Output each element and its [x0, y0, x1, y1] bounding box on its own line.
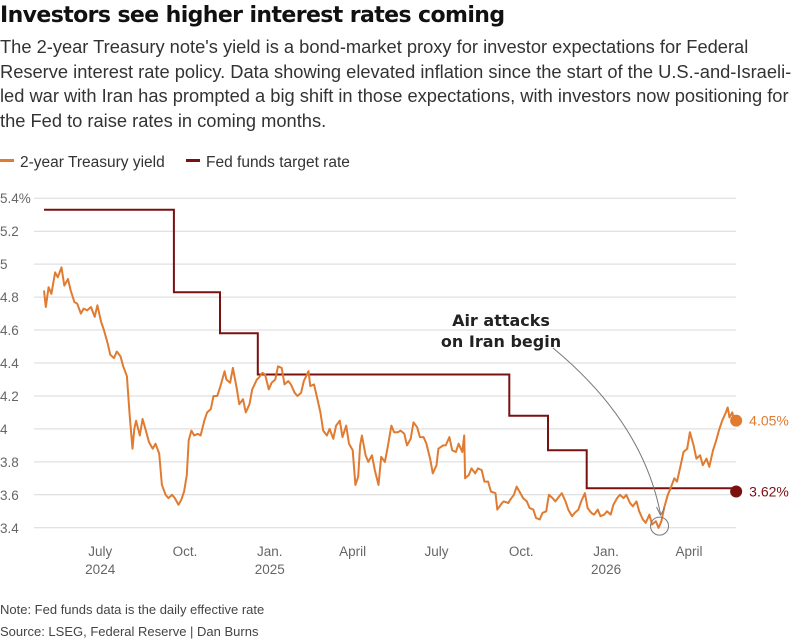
fed-funds-end-label: 3.62%	[749, 484, 789, 500]
legend-swatch-fedfunds	[186, 159, 200, 163]
y-tick-label: 4.8	[0, 290, 19, 305]
legend-item-fedfunds: Fed funds target rate	[186, 154, 350, 172]
y-tick-label: 4.2	[0, 389, 19, 404]
treasury-end-label: 4.05%	[749, 413, 789, 429]
x-tick-year-label: 2025	[255, 562, 285, 577]
x-tick-label: Oct.	[173, 544, 198, 559]
footnote: Note: Fed funds data is the daily effect…	[0, 602, 265, 617]
annotation-label-line: Air attacks	[452, 311, 550, 330]
x-tick-year-label: 2026	[591, 562, 621, 577]
fed-funds-end-marker	[730, 485, 743, 498]
y-tick-label: 5.4%	[0, 191, 31, 206]
y-tick-label: 3.8	[0, 455, 19, 470]
x-tick-year-label: 2024	[85, 562, 116, 577]
y-tick-label: 5	[0, 257, 8, 272]
annotation-label-line: on Iran begin	[441, 332, 561, 351]
annotation-circle	[650, 516, 670, 536]
x-tick-label: April	[339, 544, 366, 559]
source-credit: Source: LSEG, Federal Reserve | Dan Burn…	[0, 624, 259, 639]
legend-label-fedfunds: Fed funds target rate	[206, 154, 350, 171]
y-tick-label: 4.6	[0, 323, 19, 338]
legend-swatch-treasury	[0, 159, 14, 163]
treasury-series-line	[43, 266, 736, 529]
x-tick-label: Jan.	[593, 544, 619, 559]
legend-item-treasury: 2-year Treasury yield	[0, 154, 165, 172]
treasury-end-marker	[730, 414, 743, 427]
y-tick-label: 4	[0, 422, 8, 437]
chart-title: Investors see higher interest rates comi…	[0, 3, 505, 28]
x-tick-label: Jan.	[257, 544, 283, 559]
y-tick-label: 5.2	[0, 224, 19, 239]
x-tick-label: April	[675, 544, 702, 559]
chart-subtitle: The 2-year Treasury note's yield is a bo…	[0, 36, 792, 131]
legend-label-treasury: 2-year Treasury yield	[20, 154, 165, 171]
annotation-arrow-line	[552, 347, 662, 515]
line-chart: 3.4 3.6 3.8 4 4.2 4.4 4.6 4.8 5 5.2 5.4% July 2024 Oc…	[0, 191, 789, 577]
x-tick-label: Oct.	[509, 544, 534, 559]
y-tick-label: 4.4	[0, 356, 19, 371]
fed-funds-series-line	[44, 208, 736, 492]
annotation-arrowhead	[656, 506, 665, 517]
y-tick-label: 3.4	[0, 521, 19, 536]
x-tick-label: July	[425, 544, 449, 559]
x-tick-label: July	[88, 544, 112, 559]
y-tick-label: 3.6	[0, 488, 19, 503]
